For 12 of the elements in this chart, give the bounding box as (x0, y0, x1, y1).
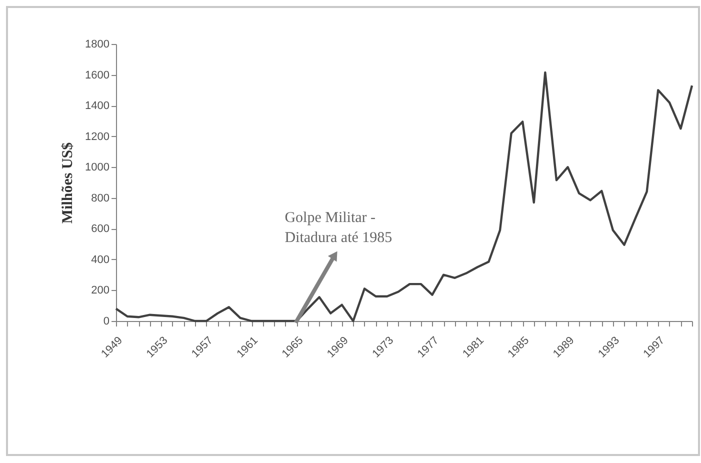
y-tick-label: 200 (91, 284, 110, 297)
y-tick-label: 600 (91, 223, 110, 236)
annotation: Golpe Militar - Ditadura até 1985 (284, 210, 392, 246)
y-tick-label: 0 (103, 316, 110, 328)
y-tick-label: 1400 (85, 100, 110, 112)
y-tick-label: 400 (91, 254, 110, 266)
y-axis-title: Milhões US$ (60, 142, 76, 224)
y-tick-label: 1600 (85, 69, 110, 82)
y-tick-label: 800 (91, 192, 110, 204)
y-tick-label: 1000 (85, 162, 110, 174)
y-tick-label: 1200 (85, 130, 110, 143)
y-tick-label: 1800 (85, 38, 110, 50)
